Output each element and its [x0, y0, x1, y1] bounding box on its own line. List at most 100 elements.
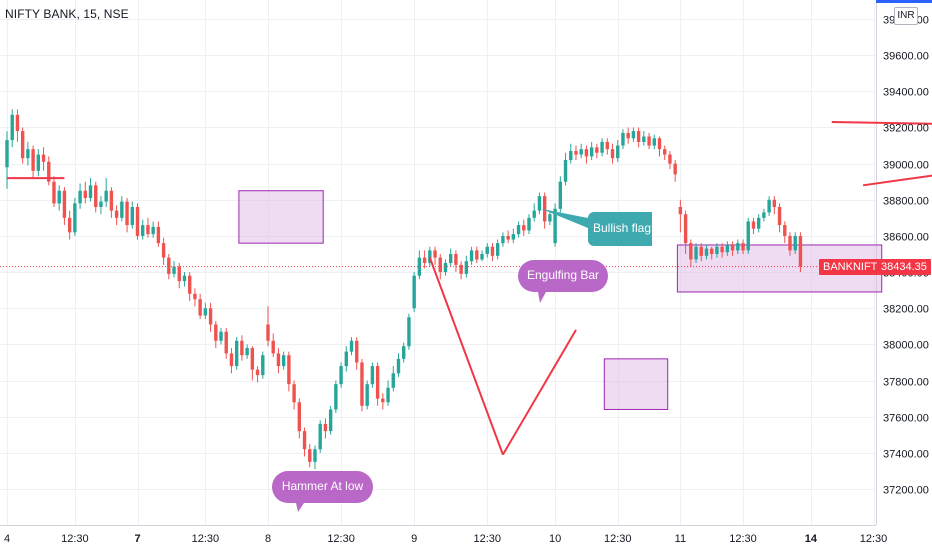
time-tick-label: 14	[805, 533, 818, 545]
engulfing-callout-text: Engulfing Bar	[526, 268, 600, 282]
candle-down	[198, 299, 202, 316]
candle-down	[490, 246, 495, 256]
candle-up	[511, 234, 516, 240]
candle-down	[208, 308, 213, 325]
candle-up	[443, 263, 448, 273]
candle-down	[647, 136, 651, 146]
candle-down	[193, 293, 197, 300]
candle-up	[516, 225, 521, 235]
hammer-callout[interactable]	[272, 471, 373, 512]
candle-down	[454, 254, 458, 265]
candle-down	[506, 235, 510, 240]
candle-up	[26, 149, 30, 159]
trend-line-drawings[interactable]	[7, 121, 932, 456]
candle-down	[297, 402, 302, 432]
candle-down	[229, 353, 234, 367]
candle-up	[407, 317, 411, 347]
candle-down	[292, 384, 296, 403]
candle-up	[417, 257, 422, 276]
candle-up	[642, 136, 646, 142]
candle-down	[741, 243, 745, 251]
candle-up	[579, 149, 583, 155]
candle-down	[678, 207, 683, 215]
candle-up	[261, 355, 265, 376]
price-tick-label: 39200.00	[883, 123, 929, 135]
candle-down	[459, 264, 463, 274]
symbol-price-label: BANKNIFTY	[819, 258, 889, 275]
candle-up	[548, 214, 552, 222]
flag-callout-text: Bullish flag	[592, 221, 652, 235]
candle-up	[532, 210, 536, 218]
candle-down	[20, 131, 25, 159]
price-tick-label: 37200.00	[883, 485, 929, 497]
candle-down	[266, 324, 270, 341]
currency-badge[interactable]: INR	[894, 7, 918, 25]
time-tick-label: 12:30	[61, 533, 89, 545]
flag-callout[interactable]	[541, 208, 652, 246]
candle-up	[621, 132, 625, 146]
time-tick-label: 12:30	[192, 533, 220, 545]
candle-down	[710, 248, 714, 254]
candle-up	[73, 203, 77, 233]
candle-down	[788, 235, 792, 251]
candle-up	[485, 246, 489, 254]
candle-up	[141, 225, 145, 236]
candle-up	[793, 235, 797, 251]
candle-down	[595, 147, 599, 153]
time-axis[interactable]: 4 12:30 7 12:30 8 12:30 9 12:30 10 12:30 11 12:30 14…	[4, 533, 887, 545]
time-tick-label: 11	[675, 533, 686, 545]
currency-accent-bar	[876, 0, 932, 3]
time-tick-label: 12:30	[473, 533, 501, 545]
engulfing-callout[interactable]	[518, 260, 608, 303]
candle-down	[636, 131, 641, 142]
time-tick-label: 12:30	[860, 533, 888, 545]
candle-down	[167, 257, 171, 274]
candle-down	[657, 138, 662, 150]
candle-down	[584, 149, 589, 157]
price-tick-label: 38800.00	[883, 196, 929, 208]
candle-down	[271, 340, 275, 354]
last-price-label: 38434.35	[877, 258, 931, 275]
candle-down	[161, 243, 166, 258]
candle-up	[725, 244, 730, 253]
candle-up	[349, 340, 354, 352]
price-axis[interactable]: 37200.00 37400.00 37600.00 37800.00 38000.00…	[883, 15, 929, 497]
candle-up	[328, 409, 333, 432]
candle-up	[428, 250, 432, 264]
candle-up	[746, 221, 750, 251]
candle-down	[94, 185, 98, 207]
candle-up	[120, 201, 124, 218]
candle-up	[563, 160, 568, 182]
candle-up	[553, 208, 557, 244]
price-tick-label: 37400.00	[883, 449, 929, 461]
candle-down	[177, 266, 181, 282]
candle-down	[41, 154, 46, 162]
candle-up	[182, 275, 187, 282]
candle-up	[715, 246, 719, 254]
candle-up	[36, 154, 41, 171]
candle-down	[626, 132, 630, 139]
trend-line	[862, 174, 932, 187]
candle-up	[736, 243, 740, 251]
candle-down	[783, 225, 787, 236]
candle-up	[234, 340, 239, 367]
candle-down	[240, 340, 244, 356]
candle-down	[668, 154, 672, 164]
candle-up	[99, 201, 103, 207]
price-tick-label: 38000.00	[883, 340, 929, 352]
candle-down	[62, 190, 67, 218]
candle-down	[355, 340, 359, 363]
candle-up	[558, 181, 563, 209]
candle-up	[402, 346, 406, 359]
candle-up	[391, 373, 395, 388]
time-tick-label: 9	[411, 533, 417, 545]
candle-down	[663, 149, 667, 155]
candle-up	[449, 254, 453, 264]
candle-up	[245, 348, 249, 356]
candle-down	[475, 250, 479, 260]
candle-up	[339, 366, 343, 385]
price-tick-label: 37600.00	[883, 413, 929, 425]
candle-up	[318, 423, 322, 450]
candle-up	[88, 185, 93, 198]
